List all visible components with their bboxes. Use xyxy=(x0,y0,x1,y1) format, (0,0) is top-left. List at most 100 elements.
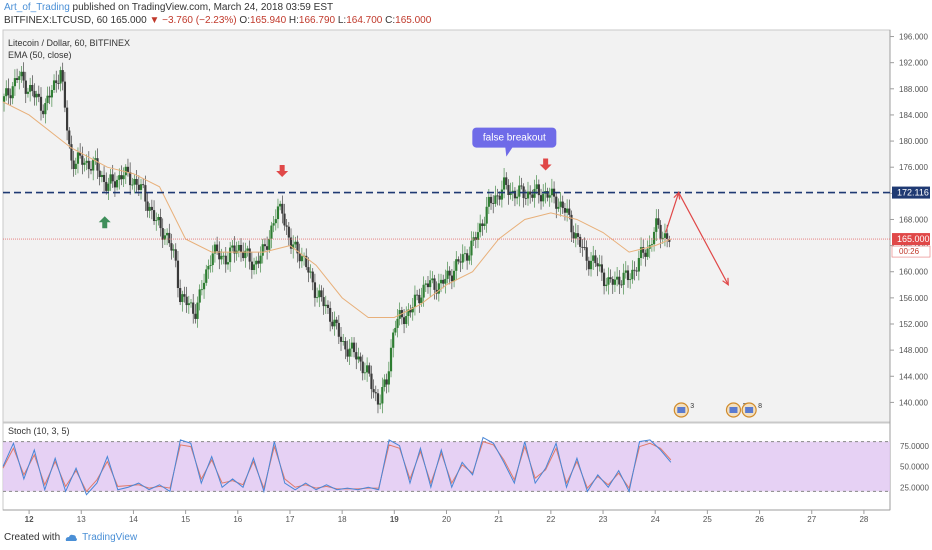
candle-body xyxy=(546,191,549,198)
candle-body xyxy=(452,270,456,282)
candle-body xyxy=(581,246,584,248)
candle-body xyxy=(646,248,649,257)
candle-body xyxy=(250,261,253,270)
candle-body xyxy=(470,240,473,256)
candle-body xyxy=(292,244,295,249)
candle-body xyxy=(429,280,432,288)
candle-body xyxy=(324,304,327,307)
candle-body xyxy=(263,244,267,247)
author-link[interactable]: Art_of_Trading xyxy=(4,2,70,13)
created-with-text: Created with xyxy=(4,532,61,543)
candle-body xyxy=(142,184,145,186)
candle-body xyxy=(331,321,334,327)
candle-body xyxy=(346,349,349,357)
candle-body xyxy=(265,246,269,250)
candle-body xyxy=(309,271,312,273)
countdown-text: 00:26 xyxy=(899,247,920,256)
candle-body xyxy=(405,316,408,325)
candle-body xyxy=(357,356,360,360)
candle-body xyxy=(144,185,147,202)
candle-body xyxy=(209,265,212,266)
candle-body xyxy=(205,269,208,283)
candle-body xyxy=(307,267,310,273)
candle-body xyxy=(52,80,56,90)
candle-body xyxy=(637,258,640,272)
candle-body xyxy=(44,103,47,115)
candle-body xyxy=(61,70,64,82)
candle-body xyxy=(507,184,510,196)
candle-body xyxy=(57,83,60,84)
price-axis[interactable] xyxy=(890,30,932,510)
candle-body xyxy=(129,172,132,186)
price-chart[interactable]: 196.000 192.000 188.000 184.000 180.000 176.0… xyxy=(0,0,932,532)
candle-body xyxy=(152,210,156,222)
candle-body xyxy=(461,254,464,263)
candle-body xyxy=(248,248,251,262)
candle-body xyxy=(172,249,175,251)
candle-body xyxy=(113,181,117,188)
candle-body xyxy=(413,294,417,308)
candle-body xyxy=(55,80,58,84)
candle-body xyxy=(416,294,419,296)
high-label: H: xyxy=(288,15,299,26)
candle-body xyxy=(11,86,14,99)
candle-body xyxy=(222,255,225,257)
y-tick-label: 180.000 xyxy=(899,137,928,146)
candle-body xyxy=(100,174,103,178)
candle-body xyxy=(594,255,597,264)
candle-body xyxy=(207,265,210,270)
candle-body xyxy=(613,279,617,285)
tradingview-brand[interactable]: TradingView xyxy=(82,532,138,543)
candle-body xyxy=(335,319,338,323)
candle-body xyxy=(118,175,121,180)
candle-body xyxy=(298,253,301,262)
candle-body xyxy=(246,248,249,251)
candle-body xyxy=(148,206,151,211)
candle-body xyxy=(468,255,471,261)
candle-body xyxy=(257,260,260,264)
chart-title: Litecoin / Dollar, 60, BITFINEX xyxy=(8,38,130,48)
candle-body xyxy=(363,372,367,374)
candle-body xyxy=(33,90,36,98)
high-value: 166.790 xyxy=(298,15,336,26)
candle-body xyxy=(633,269,636,271)
candle-body xyxy=(492,203,495,204)
y-tick-label: 188.000 xyxy=(899,85,928,94)
time-axis[interactable] xyxy=(3,510,890,528)
candle-body xyxy=(242,252,245,259)
candle-body xyxy=(163,235,167,240)
candle-body xyxy=(650,244,654,246)
candle-body xyxy=(226,262,230,265)
candle-body xyxy=(376,393,380,405)
candle-body xyxy=(494,195,497,204)
candle-body xyxy=(420,297,423,304)
main-pane[interactable] xyxy=(2,29,891,423)
candle-body xyxy=(466,253,469,261)
candle-body xyxy=(389,347,393,372)
candle-body xyxy=(359,356,362,362)
sell-arrow-icon xyxy=(276,165,289,177)
candle-body xyxy=(422,284,425,298)
economic-events[interactable]: 328 xyxy=(673,402,762,418)
candle-body xyxy=(631,269,634,280)
candle-body xyxy=(426,283,430,288)
candle-body xyxy=(557,206,560,209)
candle-body xyxy=(168,232,171,244)
footer: Created with TradingView xyxy=(4,532,137,543)
close-label: C: xyxy=(385,15,396,26)
signal-markers xyxy=(98,158,729,287)
y-tick-label: 148.000 xyxy=(899,346,928,355)
candle-body xyxy=(520,185,523,187)
x-tick-label: 23 xyxy=(599,515,608,524)
candle-body xyxy=(385,379,388,385)
candle-body xyxy=(524,198,527,199)
candle-body xyxy=(474,237,477,240)
candle-body xyxy=(63,81,67,108)
candle-body xyxy=(505,177,508,185)
candle-body xyxy=(187,303,190,306)
candle-body xyxy=(150,206,153,211)
candle-body xyxy=(18,76,21,80)
candle-body xyxy=(124,166,127,176)
candle-body xyxy=(279,203,282,207)
x-tick-label: 21 xyxy=(494,515,503,524)
